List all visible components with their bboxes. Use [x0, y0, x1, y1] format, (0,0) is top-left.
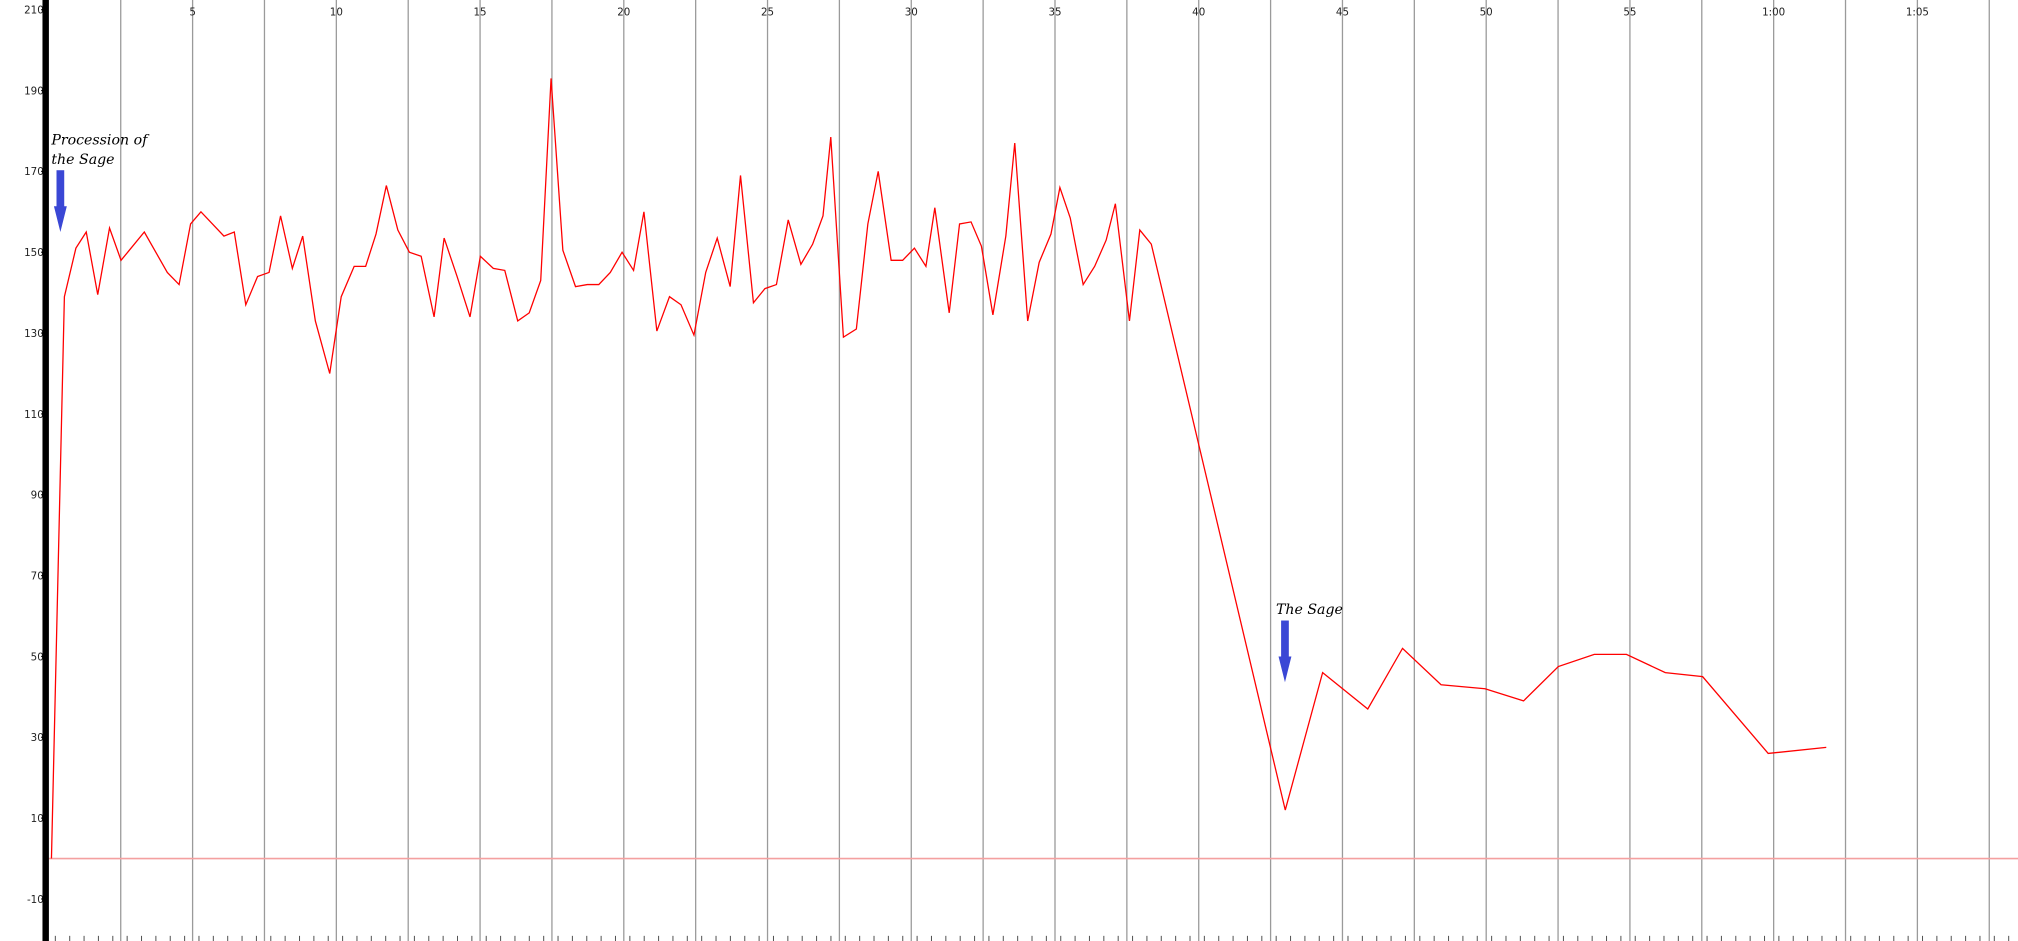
y-tick-label: 190 [24, 85, 44, 97]
x-tick-label: 5 [189, 6, 196, 18]
x-tick-label: 1:00 [1762, 6, 1785, 18]
x-tick-label: 25 [761, 6, 774, 18]
x-tick-label: 40 [1192, 6, 1205, 18]
annotation-arrow-head [53, 206, 67, 233]
y-tick-label: 90 [31, 490, 44, 502]
annotation-arrow-shaft [1281, 620, 1289, 660]
y-tick-label: 150 [24, 247, 44, 259]
annotation-text: The Sage [1276, 602, 1343, 618]
x-tick-label: 50 [1480, 6, 1493, 18]
x-tick-label: 15 [474, 6, 487, 18]
y-tick-label: 170 [24, 166, 44, 178]
x-tick-label: 1:05 [1906, 6, 1929, 18]
y-tick-label: 130 [24, 328, 44, 340]
x-tick-label: 10 [330, 6, 343, 18]
annotation-text: the Sage [51, 152, 114, 168]
x-tick-label: 30 [905, 6, 918, 18]
y-tick-label: 30 [31, 732, 44, 744]
annotation-arrow-shaft [56, 170, 65, 209]
y-tick-label: 50 [31, 651, 44, 663]
x-tick-label: 55 [1623, 6, 1636, 18]
y-tick-label: 110 [24, 409, 44, 421]
y-tick-label: 70 [31, 570, 44, 582]
y-tick-label: 210 [24, 5, 44, 17]
x-tick-label: 45 [1336, 6, 1349, 18]
x-tick-label: 20 [617, 6, 630, 18]
annotation-arrow-head [1278, 656, 1292, 683]
annotation-text: Procession of [50, 132, 150, 148]
y-tick-label: 10 [31, 813, 44, 825]
y-tick-label: -10 [27, 894, 44, 906]
tempo-line [50, 78, 1827, 859]
y-axis [42, 0, 49, 941]
x-tick-label: 35 [1048, 6, 1061, 18]
